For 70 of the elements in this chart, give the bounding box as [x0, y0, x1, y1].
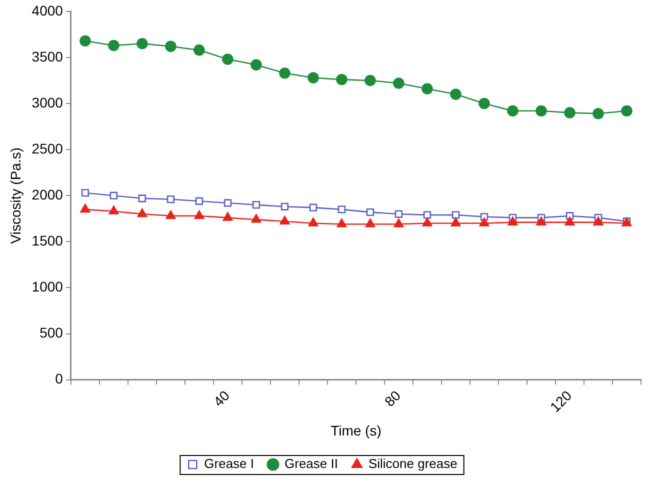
legend-label: Grease II	[284, 456, 338, 472]
point	[166, 195, 175, 204]
y-tick-label: 0	[55, 370, 64, 387]
point	[478, 98, 490, 110]
legend-label: Grease I	[204, 456, 254, 472]
y-tick-label: 1000	[32, 278, 64, 295]
point	[394, 210, 403, 218]
point	[365, 218, 376, 228]
y-tick-label: 3500	[32, 48, 64, 64]
point	[222, 54, 234, 65]
point	[364, 74, 376, 86]
point	[564, 107, 576, 118]
point	[108, 206, 119, 214]
point	[336, 218, 347, 228]
x-tick-label: 40	[210, 387, 233, 410]
point	[108, 40, 120, 52]
point	[252, 200, 260, 209]
y-tick-label: 2500	[32, 140, 64, 156]
point	[165, 40, 176, 52]
point	[166, 210, 176, 220]
point	[251, 214, 262, 223]
point	[81, 189, 90, 197]
point	[452, 211, 460, 219]
point	[308, 72, 319, 84]
point	[593, 216, 604, 226]
point	[195, 197, 204, 205]
point	[479, 218, 490, 226]
point	[338, 206, 346, 214]
point	[80, 204, 90, 213]
y-axis-title: Viscosity (Pa.s)	[7, 147, 24, 244]
y-tick-label: 3000	[32, 94, 64, 110]
point	[80, 35, 91, 47]
point	[136, 38, 148, 50]
y-tick-label: 2000	[32, 186, 64, 202]
point	[621, 105, 632, 117]
point	[138, 194, 146, 202]
legend-label: Silicone grease	[368, 456, 458, 472]
point	[194, 44, 205, 56]
x-axis-title: Time (s)	[330, 422, 382, 438]
point	[423, 211, 432, 219]
y-tick-label: 4000	[32, 2, 64, 18]
point	[507, 105, 518, 117]
point	[564, 216, 575, 226]
point	[394, 218, 404, 228]
point	[366, 208, 374, 216]
point	[110, 192, 118, 200]
point	[308, 218, 318, 226]
point	[592, 108, 604, 120]
point	[279, 67, 290, 79]
y-tick-label: 1500	[32, 232, 64, 249]
point	[224, 199, 232, 207]
y-tick-label: 500	[40, 324, 64, 341]
point	[280, 216, 290, 225]
point	[309, 204, 318, 212]
point	[280, 202, 289, 210]
x-tick-label: 120	[546, 387, 575, 416]
point	[393, 78, 404, 89]
point	[450, 218, 461, 226]
point	[536, 216, 546, 226]
point	[336, 74, 348, 86]
point	[137, 208, 148, 218]
point	[250, 59, 262, 70]
point	[422, 83, 433, 94]
point	[508, 216, 518, 226]
point	[422, 218, 432, 226]
point	[222, 212, 233, 221]
point	[536, 105, 547, 117]
point	[450, 88, 462, 100]
point	[194, 210, 204, 220]
x-tick-label: 80	[381, 387, 404, 410]
